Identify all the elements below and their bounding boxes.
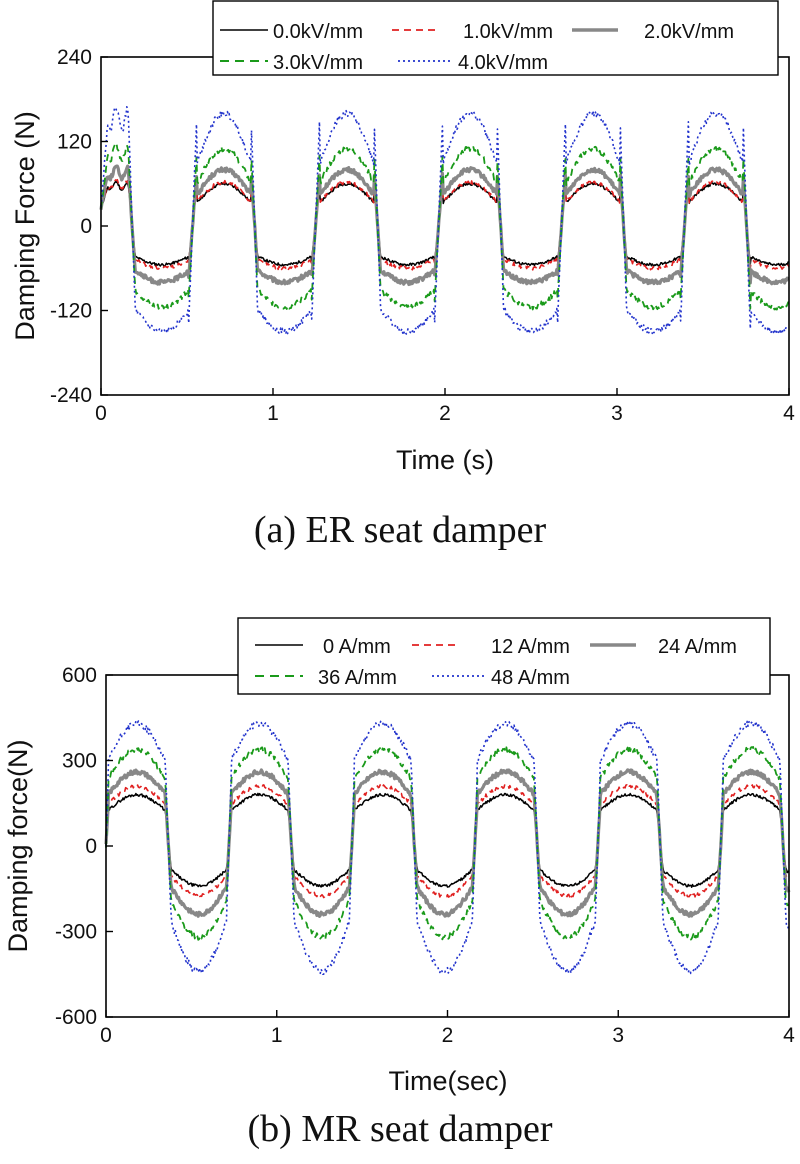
mr-curves xyxy=(104,719,791,976)
mr-x-tick-label-1: 1 xyxy=(271,1024,283,1047)
mr-legend-label-3: 36 A/mm xyxy=(318,667,397,689)
mr-caption: (b) MR seat damper xyxy=(248,1108,553,1150)
er-x-axis-label: Time (s) xyxy=(396,445,494,475)
er-y-tick-label-1: -120 xyxy=(50,300,92,323)
mr-x-tick-label-3: 3 xyxy=(612,1024,624,1047)
er-legend-label-1: 1.0kV/mm xyxy=(463,21,553,43)
er-x-tick-label-0: 0 xyxy=(95,402,107,425)
mr-y-tick-label-2: 0 xyxy=(85,835,97,858)
er-curves xyxy=(99,106,790,335)
chart-mr-damper: 0 1 2 3 4 -600 -300 0 300 600 Time(sec) Damping f… xyxy=(3,617,795,1150)
mr-legend-item-3: 36 A/mm xyxy=(255,667,397,689)
mr-x-tick-label-0: 0 xyxy=(100,1024,112,1047)
mr-series-line-1 xyxy=(105,783,790,899)
er-legend-label-4: 4.0kV/mm xyxy=(458,52,548,74)
mr-y-tick-label-1: -300 xyxy=(55,921,97,944)
er-legend-item-3: 3.0kV/mm xyxy=(220,52,363,74)
er-legend-box xyxy=(212,0,779,76)
er-y-tick-label-0: -240 xyxy=(50,384,92,407)
er-legend: 0.0kV/mm 1.0kV/mm 2.0kV/mm 3.0kV/mm 4.0k… xyxy=(212,0,779,76)
mr-x-axis-label: Time(sec) xyxy=(389,1066,508,1096)
mr-y-tick-label-3: 300 xyxy=(62,750,97,773)
mr-legend-label-4: 48 A/mm xyxy=(491,667,570,689)
er-series-line-4 xyxy=(100,106,790,335)
mr-series-line-4 xyxy=(105,719,790,976)
mr-plot-frame xyxy=(105,674,790,1018)
er-legend-label-2: 2.0kV/mm xyxy=(644,21,734,43)
er-y-tick-label-2: 0 xyxy=(80,215,92,238)
mr-legend-item-2: 24 A/mm xyxy=(590,636,737,658)
er-legend-item-1: 1.0kV/mm xyxy=(392,21,553,43)
er-caption: (a) ER seat damper xyxy=(254,509,547,551)
mr-legend: 0 A/mm 12 A/mm 24 A/mm 36 A/mm 48 A/mm xyxy=(237,617,771,695)
mr-legend-label-0: 0 A/mm xyxy=(323,636,391,658)
er-y-axis-label: Damping Force (N) xyxy=(10,111,40,341)
er-legend-label-0: 0.0kV/mm xyxy=(273,21,363,43)
mr-x-tick-label-2: 2 xyxy=(442,1024,454,1047)
mr-y-tick-label-0: -600 xyxy=(55,1006,97,1029)
mr-legend-label-1: 12 A/mm xyxy=(491,636,570,658)
er-legend-label-3: 3.0kV/mm xyxy=(273,52,363,74)
er-y-tick-label-4: 240 xyxy=(57,46,92,69)
er-legend-item-2: 2.0kV/mm xyxy=(572,21,734,43)
mr-y-axis-label: Damping force(N) xyxy=(3,739,33,952)
mr-legend-item-0: 0 A/mm xyxy=(255,636,391,658)
er-series-line-3 xyxy=(100,141,790,311)
er-y-tick-label-3: 120 xyxy=(57,131,92,154)
mr-ticks: 0 1 2 3 4 -600 -300 0 300 600 xyxy=(55,664,795,1047)
er-x-tick-label-3: 3 xyxy=(611,402,623,425)
mr-legend-item-1: 12 A/mm xyxy=(412,636,570,658)
mr-series-line-0 xyxy=(105,792,790,888)
er-legend-item-0: 0.0kV/mm xyxy=(220,21,363,43)
mr-legend-item-4: 48 A/mm xyxy=(432,667,570,689)
chart-er-damper: 0 1 2 3 4 -240 -120 0 120 240 Time (s) Damping Fo… xyxy=(10,0,795,551)
mr-series-line-3 xyxy=(105,745,790,941)
er-x-tick-label-2: 2 xyxy=(439,402,451,425)
er-legend-item-4: 4.0kV/mm xyxy=(398,52,548,74)
er-x-tick-label-1: 1 xyxy=(267,402,279,425)
mr-x-tick-label-4: 4 xyxy=(783,1024,795,1047)
mr-legend-box xyxy=(237,617,771,695)
mr-legend-label-2: 24 A/mm xyxy=(658,636,737,658)
er-series-line-1 xyxy=(100,178,790,271)
er-ticks: 0 1 2 3 4 -240 -120 0 120 240 xyxy=(50,46,795,425)
mr-series-line-2 xyxy=(104,768,791,918)
mr-y-tick-label-4: 600 xyxy=(62,664,97,687)
er-x-tick-label-4: 4 xyxy=(783,402,795,425)
er-series-line-2 xyxy=(99,164,790,287)
